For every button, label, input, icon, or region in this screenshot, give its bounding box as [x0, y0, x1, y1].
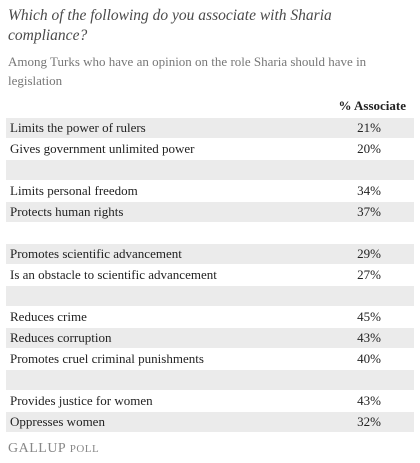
table-row: Protects human rights 37%: [6, 202, 414, 223]
title: Which of the following do you associate …: [8, 7, 332, 44]
row-label: Oppresses women: [10, 414, 105, 429]
table: Limits the power of rulers 21% Gives gover…: [6, 118, 414, 433]
table-row: Promotes scientific advancement 29%: [6, 244, 414, 265]
row-value: 40%: [357, 351, 381, 366]
subtitle: Among Turks who have an opinion on the r…: [8, 54, 367, 88]
table-row: Gives government unlimited power 20%: [6, 139, 414, 160]
table-row: Limits personal freedom 34%: [6, 181, 414, 202]
column-header: % Associate: [338, 98, 406, 113]
row-label: Limits the power of rulers: [10, 120, 146, 135]
row-label: Reduces corruption: [10, 330, 112, 345]
table-row: Reduces crime 45%: [6, 307, 414, 328]
brand: GALLUP: [8, 441, 66, 456]
table-row: Promotes cruel criminal punishments 40%: [6, 349, 414, 370]
row-value: 20%: [357, 141, 381, 156]
product: POLL: [69, 443, 100, 455]
row-value: 34%: [357, 183, 381, 198]
table-row: Oppresses women 32%: [6, 412, 414, 433]
spacer-row: [6, 286, 414, 307]
row-value: 37%: [357, 204, 381, 219]
row-label: Is an obstacle to scientific advancement: [10, 267, 217, 282]
row-label: Gives government unlimited power: [10, 141, 195, 156]
footer: GALLUP POLL: [8, 441, 99, 457]
spacer-row: [6, 160, 414, 181]
row-label: Provides justice for women: [10, 393, 153, 408]
row-label: Limits personal freedom: [10, 183, 138, 198]
row-value: 32%: [357, 414, 381, 429]
row-value: 29%: [357, 246, 381, 261]
table-row: Reduces corruption 43%: [6, 328, 414, 349]
row-label: Protects human rights: [10, 204, 124, 219]
row-label: Promotes cruel criminal punishments: [10, 351, 204, 366]
row-value: 21%: [357, 120, 381, 135]
spacer-row: [6, 223, 414, 244]
row-value: 45%: [357, 309, 381, 324]
table-row: Is an obstacle to scientific advancement…: [6, 265, 414, 286]
row-value: 43%: [357, 393, 381, 408]
row-value: 27%: [357, 267, 381, 282]
table-row: Limits the power of rulers 21%: [6, 118, 414, 139]
spacer-row: [6, 370, 414, 391]
row-value: 43%: [357, 330, 381, 345]
row-label: Reduces crime: [10, 309, 87, 324]
row-label: Promotes scientific advancement: [10, 246, 182, 261]
table-row: Provides justice for women 43%: [6, 391, 414, 412]
